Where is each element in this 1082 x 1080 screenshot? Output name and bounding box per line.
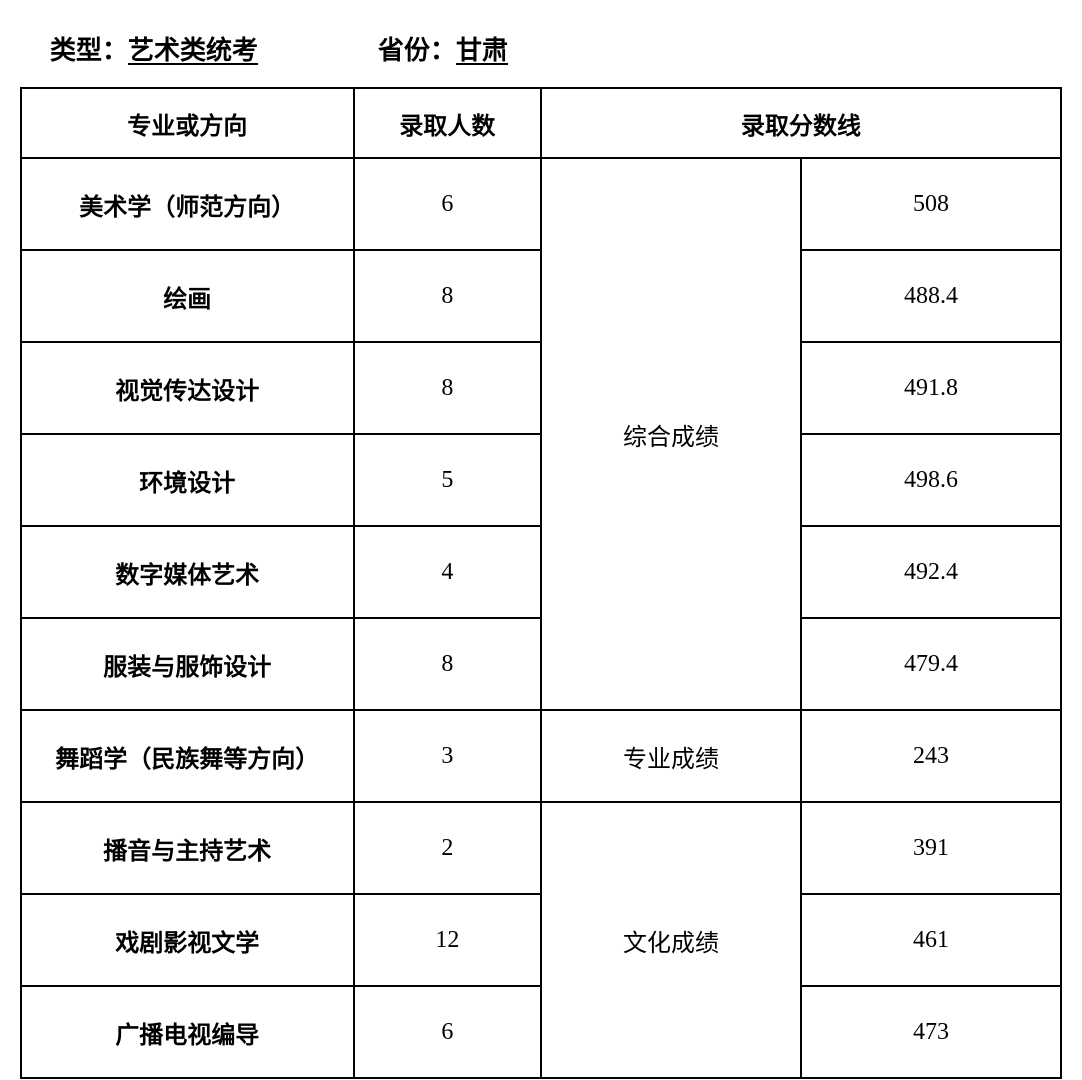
- cell-score: 491.8: [801, 342, 1061, 434]
- cell-major: 美术学（师范方向）: [21, 158, 354, 250]
- cell-major: 广播电视编导: [21, 986, 354, 1078]
- cell-major: 服装与服饰设计: [21, 618, 354, 710]
- cell-count: 8: [354, 250, 541, 342]
- cell-major: 视觉传达设计: [21, 342, 354, 434]
- cell-count: 6: [354, 986, 541, 1078]
- col-header-major: 专业或方向: [21, 88, 354, 158]
- cell-count: 5: [354, 434, 541, 526]
- cell-score: 243: [801, 710, 1061, 802]
- cell-count: 4: [354, 526, 541, 618]
- cell-major: 环境设计: [21, 434, 354, 526]
- type-value: 艺术类统考: [128, 30, 258, 67]
- col-header-score: 录取分数线: [541, 88, 1061, 158]
- cell-count: 8: [354, 618, 541, 710]
- province-field: 省份： 甘肃: [378, 30, 508, 67]
- type-label: 类型：: [50, 30, 128, 67]
- cell-score: 508: [801, 158, 1061, 250]
- cell-count: 6: [354, 158, 541, 250]
- cell-count: 2: [354, 802, 541, 894]
- province-label: 省份：: [378, 30, 456, 67]
- cell-count: 3: [354, 710, 541, 802]
- cell-score: 479.4: [801, 618, 1061, 710]
- type-field: 类型： 艺术类统考: [50, 30, 258, 67]
- cell-score-type-professional: 专业成绩: [541, 710, 801, 802]
- table-row: 美术学（师范方向） 6 综合成绩 508: [21, 158, 1061, 250]
- cell-major: 数字媒体艺术: [21, 526, 354, 618]
- table-row: 播音与主持艺术 2 文化成绩 391: [21, 802, 1061, 894]
- cell-score: 461: [801, 894, 1061, 986]
- cell-score: 492.4: [801, 526, 1061, 618]
- cell-major: 戏剧影视文学: [21, 894, 354, 986]
- header-row: 类型： 艺术类统考 省份： 甘肃: [20, 20, 1062, 87]
- cell-major: 绘画: [21, 250, 354, 342]
- cell-count: 8: [354, 342, 541, 434]
- col-header-count: 录取人数: [354, 88, 541, 158]
- cell-score: 473: [801, 986, 1061, 1078]
- admission-table: 专业或方向 录取人数 录取分数线 美术学（师范方向） 6 综合成绩 508 绘画…: [20, 87, 1062, 1079]
- cell-major: 舞蹈学（民族舞等方向）: [21, 710, 354, 802]
- province-value: 甘肃: [456, 30, 508, 67]
- cell-score: 498.6: [801, 434, 1061, 526]
- cell-score: 391: [801, 802, 1061, 894]
- cell-score-type-comprehensive: 综合成绩: [541, 158, 801, 710]
- table-header-row: 专业或方向 录取人数 录取分数线: [21, 88, 1061, 158]
- cell-score-type-culture: 文化成绩: [541, 802, 801, 1078]
- table-row: 舞蹈学（民族舞等方向） 3 专业成绩 243: [21, 710, 1061, 802]
- cell-count: 12: [354, 894, 541, 986]
- cell-score: 488.4: [801, 250, 1061, 342]
- cell-major: 播音与主持艺术: [21, 802, 354, 894]
